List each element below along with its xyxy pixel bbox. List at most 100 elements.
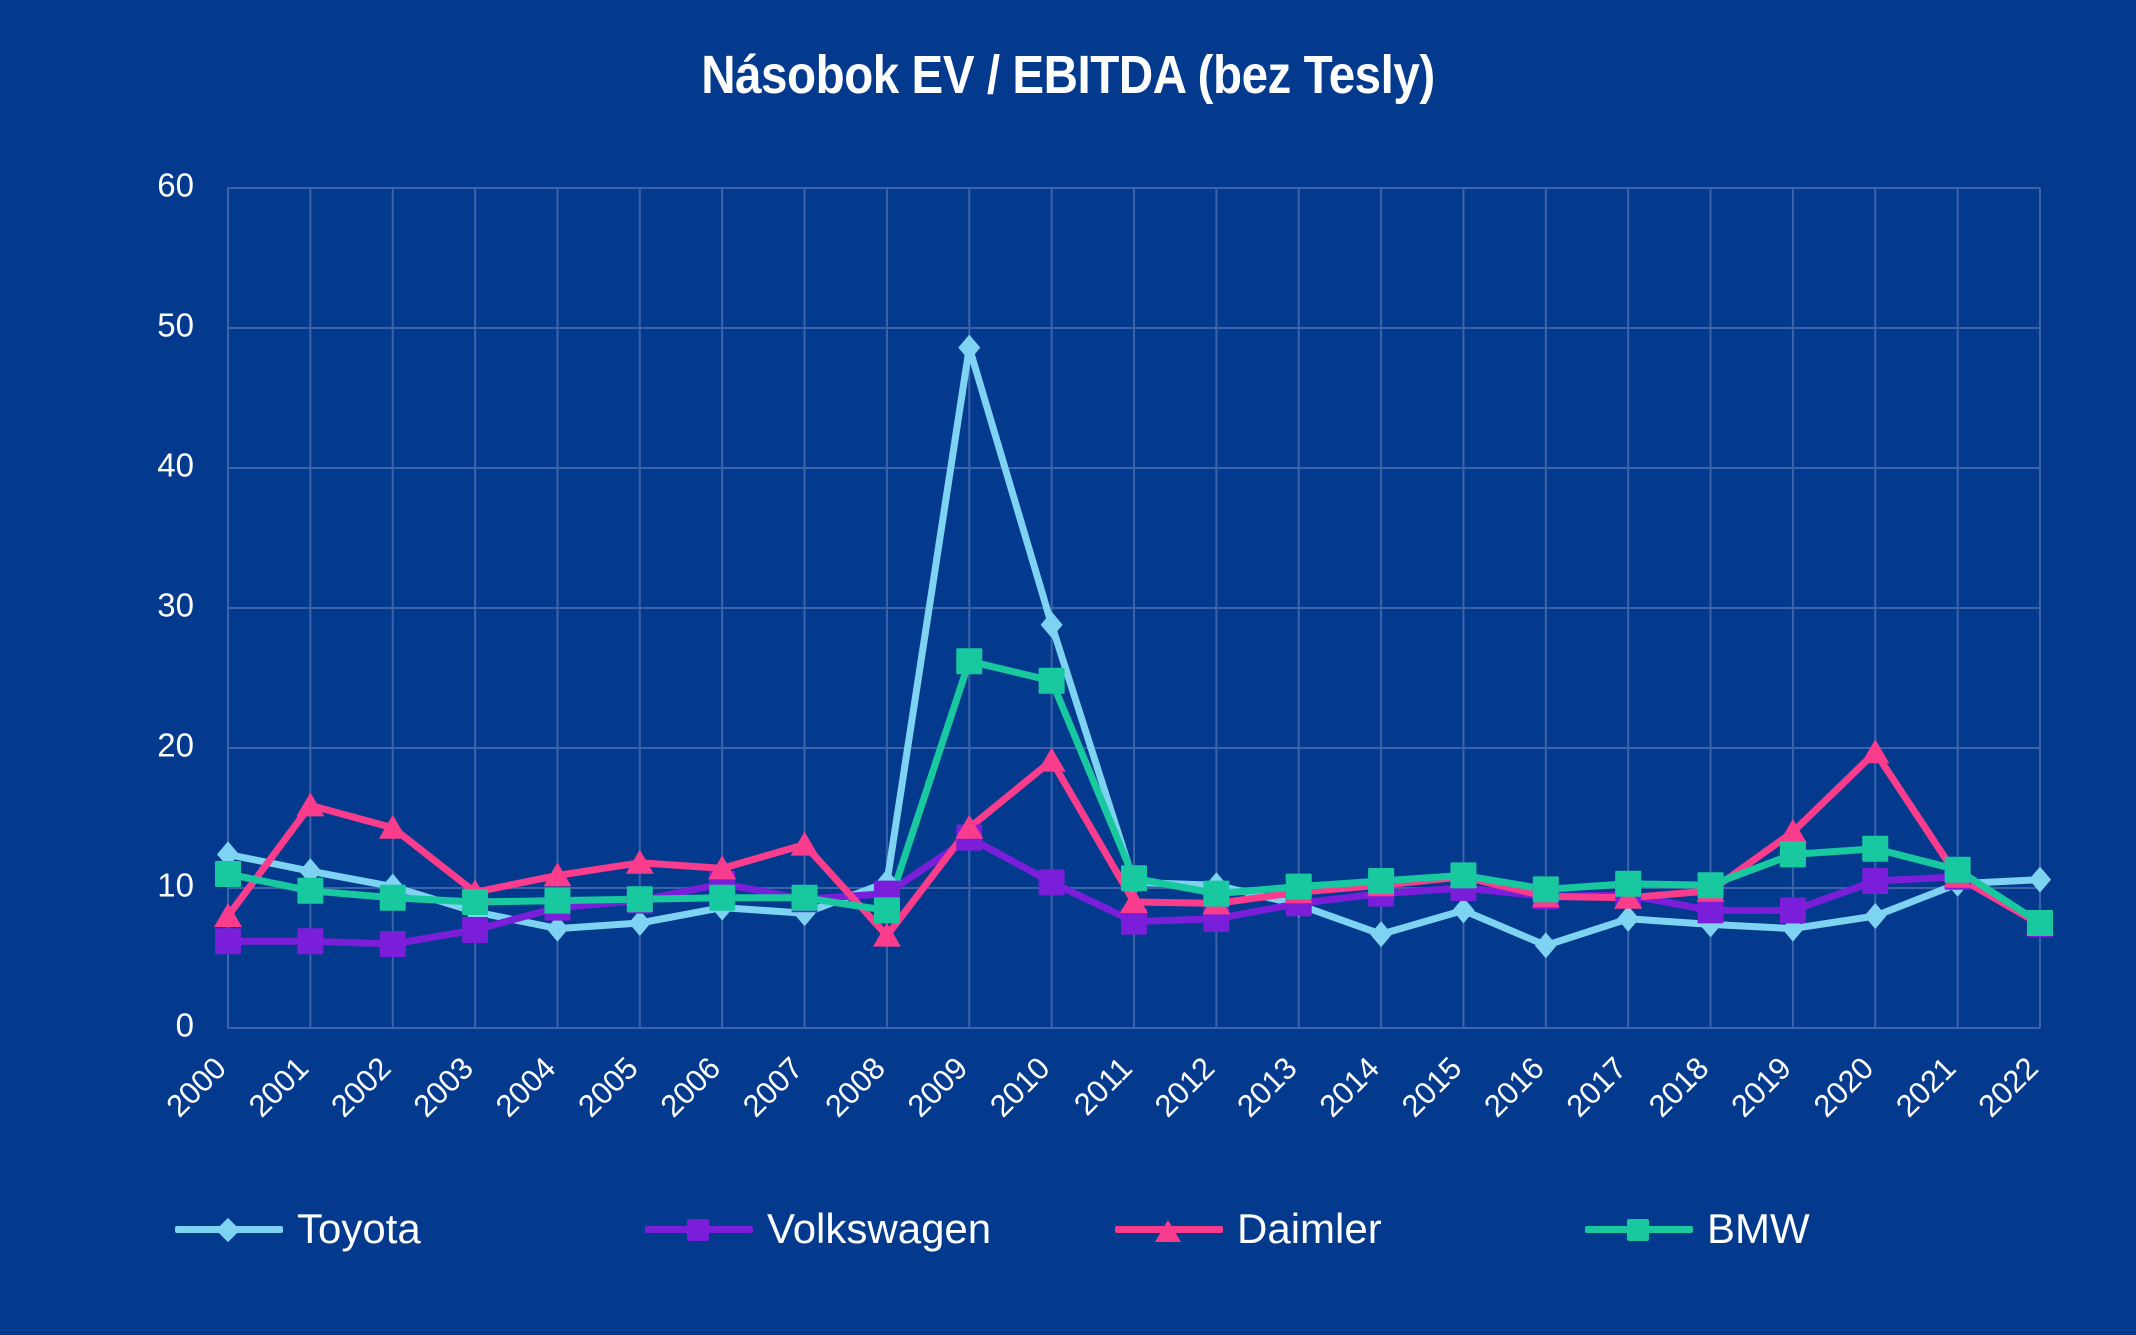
x-axis-tick-label: 2003 xyxy=(407,1050,481,1124)
y-axis-tick-label: 40 xyxy=(157,447,194,484)
data-point-marker xyxy=(215,928,241,955)
data-point-marker xyxy=(872,922,901,947)
x-axis-tick-label: 2001 xyxy=(242,1050,316,1124)
data-point-marker xyxy=(1862,868,1889,894)
x-axis-tick-label: 2016 xyxy=(1477,1050,1551,1124)
data-point-marker xyxy=(1861,739,1890,764)
y-axis-tick-label: 30 xyxy=(157,587,194,624)
data-point-marker xyxy=(1285,873,1312,900)
data-point-marker xyxy=(1862,835,1889,862)
data-point-marker xyxy=(708,855,737,880)
data-point-marker xyxy=(1779,841,1806,868)
data-point-marker xyxy=(546,915,569,942)
data-point-marker xyxy=(1697,897,1724,924)
data-point-marker xyxy=(1864,903,1887,929)
data-point-marker xyxy=(1450,862,1477,889)
data-point-marker xyxy=(1779,897,1806,924)
data-point-marker xyxy=(379,884,406,911)
data-point-marker xyxy=(1944,856,1971,883)
legend-swatch-bmw xyxy=(1585,1212,1693,1246)
legend-item-daimler[interactable]: Daimler xyxy=(1115,1205,1585,1253)
data-point-marker xyxy=(1532,876,1559,903)
data-point-marker xyxy=(1778,819,1807,843)
data-point-marker xyxy=(626,886,653,913)
data-point-marker xyxy=(1121,865,1147,892)
data-point-marker xyxy=(544,887,571,914)
x-axis-tick-labels: 2000 2001 2002 2003 2004 2005 2006 2007 2008 2009… xyxy=(159,1050,2045,1124)
data-point-marker xyxy=(379,931,406,957)
x-axis-tick-label: 2000 xyxy=(159,1050,233,1124)
data-point-marker xyxy=(1038,667,1065,694)
data-point-marker xyxy=(958,334,981,361)
data-point-marker xyxy=(297,877,324,904)
x-axis-tick-label: 2018 xyxy=(1642,1050,1716,1124)
data-point-marker xyxy=(1534,932,1557,959)
data-point-marker xyxy=(1120,889,1148,913)
legend-item-toyota[interactable]: Toyota xyxy=(175,1205,645,1253)
legend-swatch-volkswagen xyxy=(645,1212,753,1246)
x-axis-tick-label: 2006 xyxy=(654,1050,728,1124)
legend-swatch-toyota xyxy=(175,1212,283,1246)
x-axis-tick-label: 2013 xyxy=(1230,1050,1304,1124)
x-axis-tick-label: 2019 xyxy=(1724,1050,1798,1124)
data-point-marker xyxy=(299,858,322,885)
x-axis-tick-label: 2015 xyxy=(1395,1050,1469,1124)
data-point-marker xyxy=(1121,908,1147,935)
data-point-marker xyxy=(462,917,489,943)
data-point-marker xyxy=(2027,910,2053,936)
data-point-marker xyxy=(1370,921,1393,948)
data-point-marker xyxy=(462,889,489,915)
data-point-marker xyxy=(955,814,984,839)
x-axis-tick-label: 2004 xyxy=(489,1050,563,1124)
data-point-marker xyxy=(1615,870,1642,897)
x-axis-tick-label: 2022 xyxy=(1971,1050,2045,1124)
series-markers-group xyxy=(214,334,2054,959)
y-axis-tick-label: 50 xyxy=(157,307,194,344)
y-axis-tick-label: 0 xyxy=(176,1007,194,1044)
x-axis-tick-label: 2012 xyxy=(1148,1050,1222,1124)
data-point-marker xyxy=(217,841,239,868)
x-axis-tick-label: 2014 xyxy=(1313,1050,1387,1124)
data-point-marker xyxy=(956,648,983,675)
data-point-marker xyxy=(1038,869,1065,896)
legend-label: BMW xyxy=(1707,1205,1810,1252)
legend-label: Daimler xyxy=(1237,1205,1382,1252)
data-point-marker xyxy=(709,884,736,911)
data-point-marker xyxy=(214,903,242,927)
data-point-marker xyxy=(873,897,900,924)
legend-item-volkswagen[interactable]: Volkswagen xyxy=(645,1205,1115,1253)
chart-title: Násobok EV / EBITDA (bez Tesly) xyxy=(701,45,1435,105)
data-point-marker xyxy=(1452,897,1475,924)
data-point-marker xyxy=(296,792,325,817)
x-axis-tick-label: 2011 xyxy=(1067,1050,1139,1122)
data-point-marker xyxy=(378,814,407,839)
y-axis-tick-label: 10 xyxy=(157,867,194,904)
data-point-marker xyxy=(297,928,324,955)
x-axis-tick-label: 2005 xyxy=(571,1050,645,1124)
data-point-marker xyxy=(2029,866,2051,893)
x-axis-tick-label: 2020 xyxy=(1807,1050,1881,1124)
legend-square-marker-icon xyxy=(1627,1219,1649,1241)
data-point-marker xyxy=(543,862,572,887)
y-axis-tick-label: 60 xyxy=(157,167,194,204)
x-axis-tick-label: 2009 xyxy=(901,1050,975,1124)
data-point-marker xyxy=(215,861,241,887)
data-point-marker xyxy=(790,831,819,856)
x-axis-tick-label: 2017 xyxy=(1560,1050,1634,1124)
y-axis-tick-labels: 0 10 20 30 40 50 60 xyxy=(157,167,194,1044)
legend-label: Volkswagen xyxy=(767,1205,992,1252)
x-axis-tick-label: 2007 xyxy=(736,1050,810,1124)
legend-diamond-marker-icon xyxy=(215,1217,241,1243)
legend-swatch-daimler xyxy=(1115,1212,1223,1246)
legend-label: Toyota xyxy=(297,1205,421,1252)
legend-square-marker-icon xyxy=(687,1219,709,1241)
data-point-marker xyxy=(1697,872,1724,899)
data-point-marker xyxy=(625,849,654,874)
data-point-marker xyxy=(1037,747,1066,772)
data-point-marker xyxy=(1368,868,1395,894)
x-axis-tick-label: 2021 xyxy=(1889,1050,1963,1124)
x-axis-tick-label: 2008 xyxy=(818,1050,892,1124)
legend-item-bmw[interactable]: BMW xyxy=(1585,1205,2055,1253)
